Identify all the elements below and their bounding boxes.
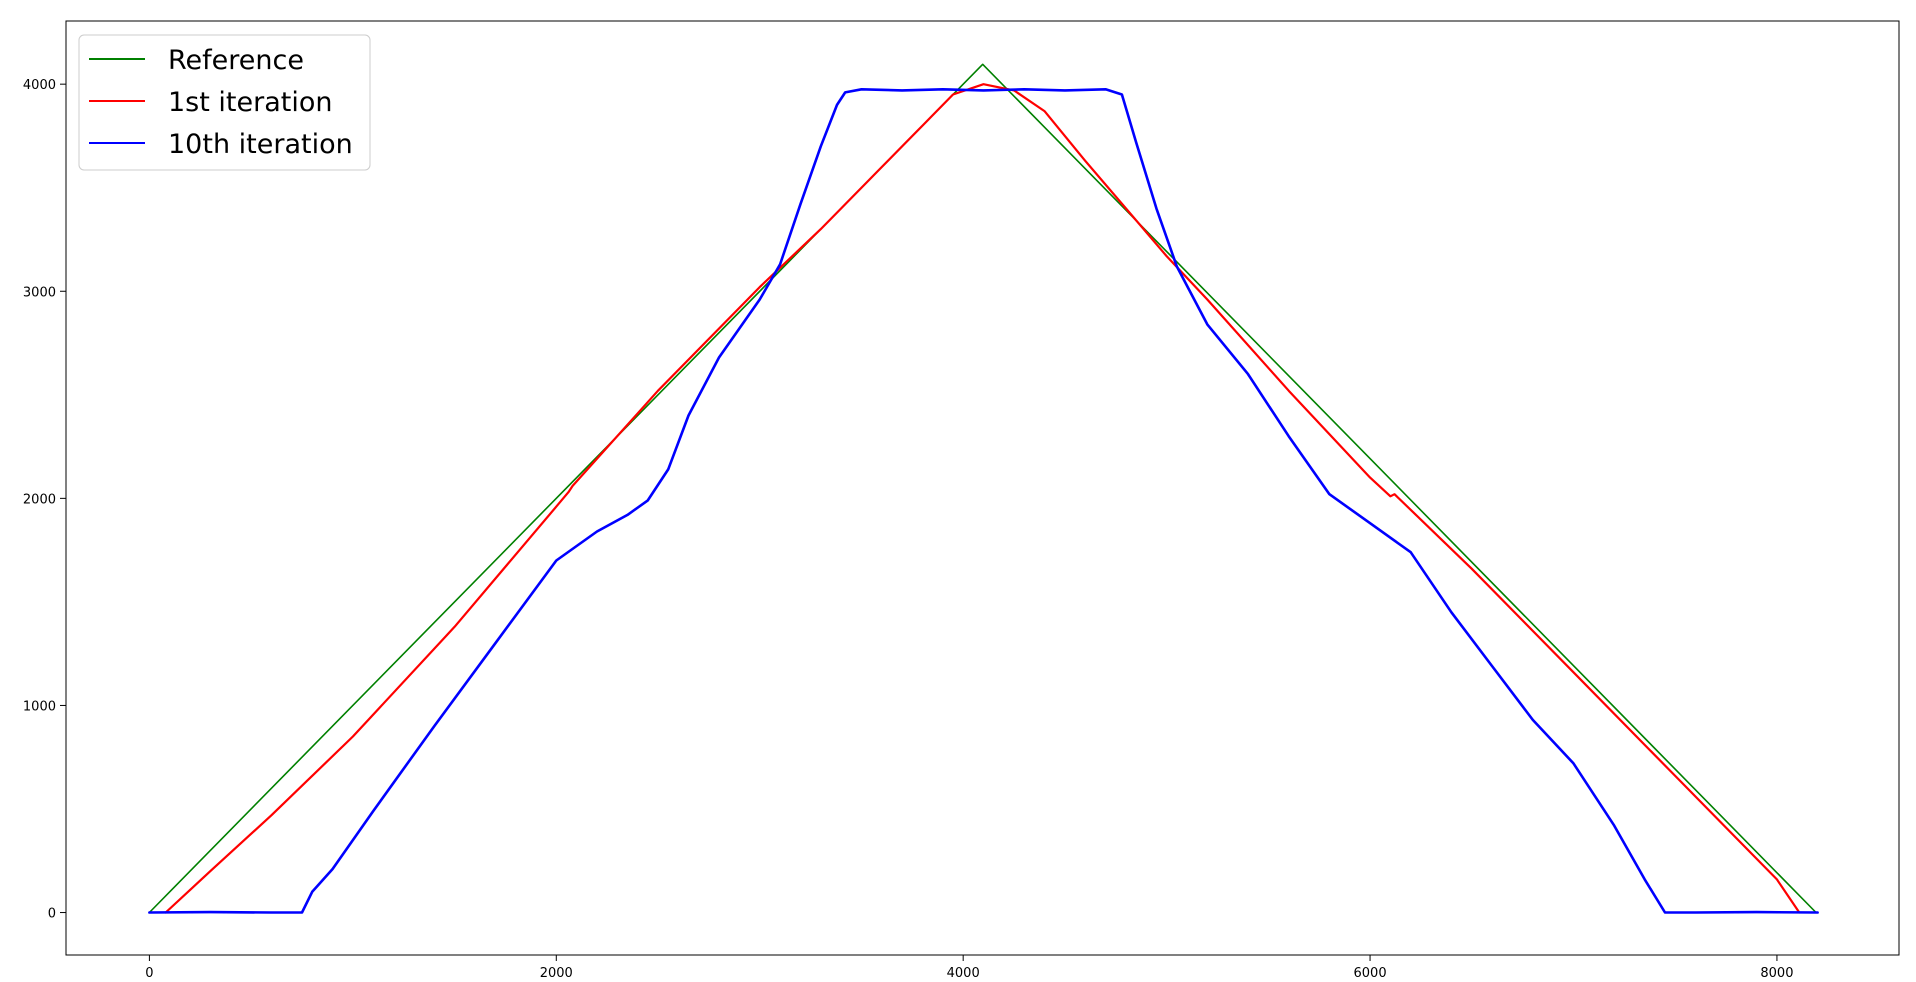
y-tick-label: 3000	[23, 285, 56, 300]
legend-label: Reference	[168, 45, 304, 76]
x-tick-label: 6000	[1354, 966, 1387, 981]
axis-ticks: 0 2000 4000 6000 8000 0 1000 2000 3000 4000	[23, 78, 1794, 981]
y-tick-label: 4000	[23, 78, 56, 93]
x-tick-label: 4000	[947, 966, 980, 981]
legend: Reference 1st iteration 10th iteration	[78, 34, 371, 171]
x-tick-label: 0	[145, 966, 153, 981]
x-tick-label: 8000	[1760, 966, 1793, 981]
series-line-reference	[148, 63, 1817, 914]
axes-frame	[65, 20, 1900, 956]
y-tick-label: 0	[48, 907, 56, 922]
legend-label: 1st iteration	[168, 87, 332, 118]
y-tick-label: 1000	[23, 699, 56, 714]
plot-area	[148, 63, 1819, 914]
y-tick-label: 2000	[23, 492, 56, 507]
x-tick-label: 2000	[540, 966, 573, 981]
legend-label: 10th iteration	[168, 129, 353, 160]
series-line-10th-iteration	[148, 88, 1819, 914]
legend-box	[78, 34, 371, 171]
